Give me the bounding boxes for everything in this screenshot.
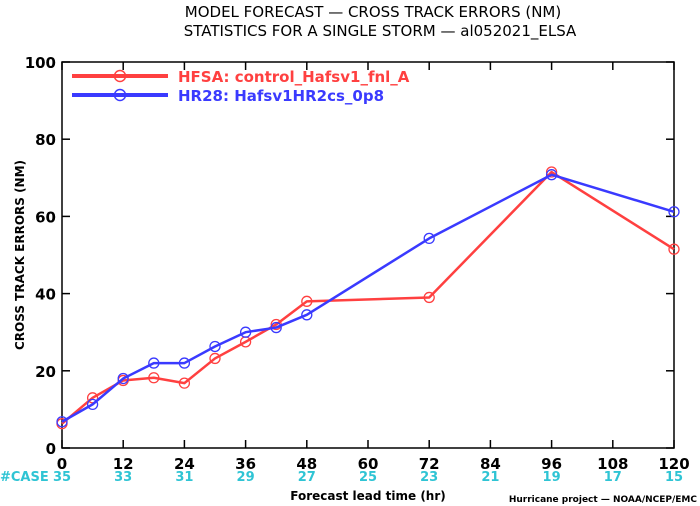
case-count: 27: [298, 470, 316, 485]
data-point: [423, 232, 435, 245]
x-axis-label: Forecast lead time (hr): [290, 489, 446, 503]
case-count: 19: [543, 470, 561, 485]
case-count: 17: [604, 470, 622, 485]
y-axis-label: CROSS TRACK ERRORS (NM): [13, 160, 27, 350]
x-tick-label: 24: [174, 455, 195, 473]
plot-frame: [61, 61, 675, 449]
case-count: 23: [420, 470, 438, 485]
data-point: [301, 309, 313, 321]
x-tick-label: 48: [296, 455, 317, 473]
y-tick-label: 0: [46, 440, 56, 458]
x-tick-label: 108: [597, 455, 628, 473]
credit-text: Hurricane project — NOAA/NCEP/EMC: [509, 495, 698, 505]
case-count-row: 35 33 31 29 27 25 23 21 19 17 15: [53, 470, 683, 485]
chart-title-line-2: STATISTICS FOR A SINGLE STORM — al052021…: [184, 22, 577, 41]
y-tick-label: 60: [35, 208, 56, 226]
case-count: 35: [53, 470, 71, 485]
case-count: 31: [175, 470, 193, 485]
y-tick-label: 20: [35, 363, 56, 381]
x-tick-label: 0: [57, 455, 67, 473]
data-point: [148, 357, 160, 369]
chart-title-line-1: MODEL FORECAST — CROSS TRACK ERRORS (NM): [185, 3, 561, 21]
x-tick-label: 36: [235, 455, 256, 473]
series-line: [61, 170, 675, 425]
data-point: [86, 398, 99, 411]
x-tick-label: 72: [419, 455, 440, 473]
data-point: [178, 357, 191, 369]
data-point: [270, 321, 282, 334]
data-point: [239, 326, 252, 338]
legend-entry-2: HR28: Hafsv1HR2cs_0p8: [72, 87, 384, 105]
data-point: [545, 169, 558, 181]
series-group-1: [56, 166, 680, 430]
y-tick-label: 40: [35, 286, 56, 304]
legend-swatch-marker: [113, 88, 127, 102]
data-point: [209, 352, 221, 365]
y-tick-label: 80: [35, 131, 56, 149]
legend-entry-1: HFSA: control_Hafsv1_fnl_A: [72, 68, 410, 86]
data-point: [56, 416, 68, 428]
x-axis-ticks: 0 12 24 36 48 60 72 84 96 108 120: [57, 62, 690, 473]
case-count: 25: [359, 470, 377, 485]
case-count: 29: [237, 470, 255, 485]
data-point: [423, 291, 435, 304]
legend-label: HR28: Hafsv1HR2cs_0p8: [178, 87, 384, 105]
data-point: [668, 206, 680, 218]
data-point: [117, 372, 129, 385]
case-count: 15: [665, 470, 683, 485]
y-axis-ticks: 0 20 40 60 80 100: [25, 54, 674, 458]
x-tick-label: 60: [358, 455, 379, 473]
series-group-2: [56, 169, 680, 428]
data-point: [545, 166, 558, 178]
series-layer: [56, 166, 680, 430]
data-point: [209, 340, 221, 353]
data-point: [668, 243, 680, 255]
data-point: [148, 372, 160, 384]
case-count: 33: [114, 470, 132, 485]
legend-label: HFSA: control_Hafsv1_fnl_A: [178, 68, 410, 86]
series-line: [61, 173, 675, 423]
x-tick-label: 84: [480, 455, 501, 473]
x-tick-label: 120: [658, 455, 689, 473]
case-row-label: #CASE: [0, 470, 49, 485]
y-tick-label: 100: [25, 54, 56, 72]
case-count: 21: [481, 470, 499, 485]
x-tick-label: 12: [113, 455, 134, 473]
legend-swatch-marker: [113, 69, 127, 83]
data-point: [301, 295, 313, 307]
data-point: [178, 377, 191, 389]
x-tick-label: 96: [541, 455, 562, 473]
